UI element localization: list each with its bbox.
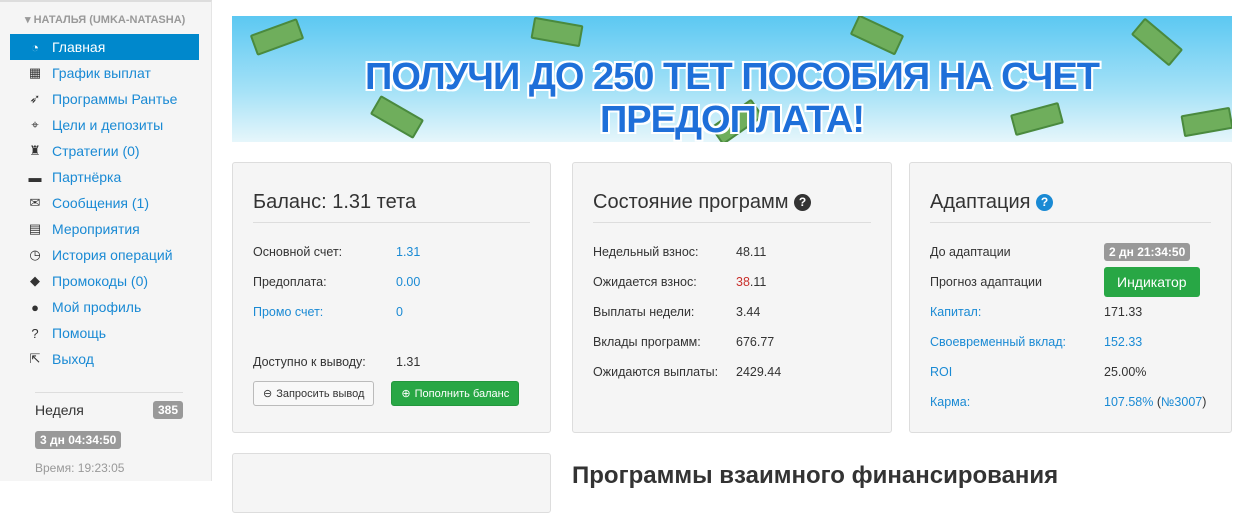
prepay-label: Предоплата: <box>253 275 327 289</box>
until-adaptation-timer: 2 дн 21:34:50 <box>1104 243 1191 261</box>
sidebar-item-6[interactable]: ✉ Сообщения (1) <box>10 190 199 216</box>
sidebar-item-9[interactable]: ◆ Промокоды (0) <box>10 268 199 294</box>
sidebar-nav: ◔ Главная ▦ График выплат ➶ Программы Рантье ⌖… <box>10 34 199 372</box>
sidebar-item-label: График выплат <box>52 65 151 81</box>
expected-fee-frac: .11 <box>749 275 767 289</box>
sidebar-item-10[interactable]: ● Мой профиль <box>10 294 199 320</box>
sidebar: ▾ НАТАЛЬЯ (UMKA-NATASHA) ◔ Главная ▦ График… <box>0 0 212 481</box>
expected-payouts-label: Ожидаются выплаты: <box>593 365 719 379</box>
week-timer: 3 дн 04:34:50 <box>35 431 122 449</box>
sidebar-item-label: Сообщения (1) <box>52 195 149 211</box>
sidebar-item-label: Промокоды (0) <box>52 273 149 289</box>
sidebar-item-label: Главная <box>52 39 106 55</box>
until-adaptation-label: До адаптации <box>930 245 1011 259</box>
minus-circle-icon: ⊖ <box>263 388 273 400</box>
program-deposits-value: 676.77 <box>736 335 775 349</box>
clock-icon: ◷ <box>29 247 41 262</box>
topup-button[interactable]: ⊕ Пополнить баланс <box>391 381 520 406</box>
dashboard-icon: ◔ <box>31 39 39 55</box>
roi-link[interactable]: ROI <box>930 365 953 379</box>
current-time: Время: 19:23:05 <box>35 461 125 475</box>
user-name: НАТАЛЬЯ (UMKA-NATASHA) <box>33 14 186 26</box>
withdraw-label: Запросить вывод <box>276 387 365 400</box>
help-icon[interactable]: ? <box>1036 194 1054 211</box>
sidebar-item-0[interactable]: ◔ Главная <box>10 34 199 60</box>
main-account-label: Основной счет: <box>253 245 343 259</box>
promo-account-value[interactable]: 0 <box>396 305 403 319</box>
programs-card: Состояние программ ? Недельный взнос: 48.… <box>572 162 892 433</box>
week-payouts-label: Выплаты недели: <box>593 305 695 319</box>
prepay-value[interactable]: 0.00 <box>396 275 421 289</box>
indicator-button[interactable]: Индикатор <box>1104 267 1200 297</box>
plus-circle-icon: ⊕ <box>401 388 411 400</box>
week-payouts-value: 3.44 <box>736 305 761 319</box>
karma-rank[interactable]: №3007 <box>1161 395 1203 409</box>
sidebar-item-label: Помощь <box>52 325 107 341</box>
weekly-fee-label: Недельный взнос: <box>593 245 699 259</box>
capital-link[interactable]: Капитал: <box>930 305 982 319</box>
sidebar-item-label: История операций <box>52 247 173 263</box>
karma-link[interactable]: Карма: <box>930 395 971 409</box>
balance-title: Баланс: 1.31 тета <box>253 163 530 223</box>
withdraw-button[interactable]: ⊖ Запросить вывод <box>253 381 375 406</box>
programs-title: Состояние программ <box>593 191 789 213</box>
expected-fee-int: 38 <box>736 275 750 289</box>
sidebar-item-8[interactable]: ◷ История операций <box>10 242 199 268</box>
weekly-fee-value: 48.11 <box>736 245 767 259</box>
available-label: Доступно к выводу: <box>253 355 366 369</box>
forecast-label: Прогноз адаптации <box>930 275 1042 289</box>
expected-payouts-value: 2429.44 <box>736 365 782 379</box>
topup-label: Пополнить баланс <box>414 387 510 400</box>
karma-value[interactable]: 107.58% <box>1104 395 1154 409</box>
week-label: Неделя <box>35 402 84 418</box>
main-account-value[interactable]: 1.31 <box>396 245 421 259</box>
mutual-financing-heading: Программы взаимного финансирования <box>572 462 1059 489</box>
capital-value: 171.33 <box>1104 305 1143 319</box>
crosshairs-icon: ⌖ <box>31 117 39 132</box>
film-icon: ▤ <box>28 221 42 236</box>
sidebar-item-5[interactable]: ▬ Партнёрка <box>10 164 199 190</box>
sidebar-item-2[interactable]: ➶ Программы Рантье <box>10 86 199 112</box>
sidebar-item-label: Программы Рантье <box>52 91 178 107</box>
available-value: 1.31 <box>396 355 421 369</box>
roi-value: 25.00% <box>1104 365 1147 379</box>
timely-deposit-link[interactable]: Своевременный вклад: <box>930 335 1067 349</box>
user-icon: ● <box>31 299 39 315</box>
promo-banner[interactable]: ПОЛУЧИ ДО 250 ТЕТ ПОСОБИЯ НА СЧЕТ ПРЕДОП… <box>232 16 1232 142</box>
briefcase-icon: ▬ <box>28 169 42 185</box>
adaptation-card: Адаптация ? До адаптации 2 дн 21:34:50 Пр… <box>909 162 1232 433</box>
user-menu[interactable]: ▾ НАТАЛЬЯ (UMKA-NATASHA) <box>25 14 186 26</box>
question-circle-icon: ? <box>31 325 39 341</box>
sidebar-item-1[interactable]: ▦ График выплат <box>10 60 199 86</box>
bottom-card <box>232 453 551 513</box>
sidebar-item-label: Партнёрка <box>52 169 122 185</box>
sidebar-item-label: Мероприятия <box>52 221 140 237</box>
balance-card: Баланс: 1.31 тета Основной счет: 1.31 Пре… <box>232 162 551 433</box>
week-panel: Неделя 385 3 дн 04:34:50 Время: 19:23:05 <box>35 392 183 475</box>
sidebar-item-label: Мой профиль <box>52 299 142 315</box>
sidebar-item-label: Выход <box>52 351 94 367</box>
sidebar-item-3[interactable]: ⌖ Цели и депозиты <box>10 112 199 138</box>
help-icon[interactable]: ? <box>794 194 812 211</box>
envelope-icon: ✉ <box>29 195 41 210</box>
sidebar-item-11[interactable]: ? Помощь <box>10 320 199 346</box>
program-deposits-label: Вклады программ: <box>593 335 701 349</box>
rocket-icon: ➶ <box>29 91 41 106</box>
banner-text: ПОЛУЧИ ДО 250 ТЕТ ПОСОБИЯ НА СЧЕТ ПРЕДОП… <box>365 56 1100 141</box>
sidebar-item-label: Цели и депозиты <box>52 117 164 133</box>
promo-account-link[interactable]: Промо счет: <box>253 305 324 319</box>
sidebar-item-12[interactable]: ⇱ Выход <box>10 346 199 372</box>
sidebar-item-7[interactable]: ▤ Мероприятия <box>10 216 199 242</box>
expected-fee-label: Ожидается взнос: <box>593 275 697 289</box>
share-square-icon: ⇱ <box>29 351 41 366</box>
sidebar-item-label: Стратегии (0) <box>52 143 140 159</box>
calendar-icon: ▦ <box>28 65 42 80</box>
chess-rook-icon: ♜ <box>29 143 41 158</box>
week-badge: 385 <box>152 401 183 419</box>
tag-icon: ◆ <box>30 273 40 288</box>
sidebar-item-4[interactable]: ♜ Стратегии (0) <box>10 138 199 164</box>
timely-deposit-value[interactable]: 152.33 <box>1104 335 1143 349</box>
adaptation-title: Адаптация <box>930 191 1031 213</box>
